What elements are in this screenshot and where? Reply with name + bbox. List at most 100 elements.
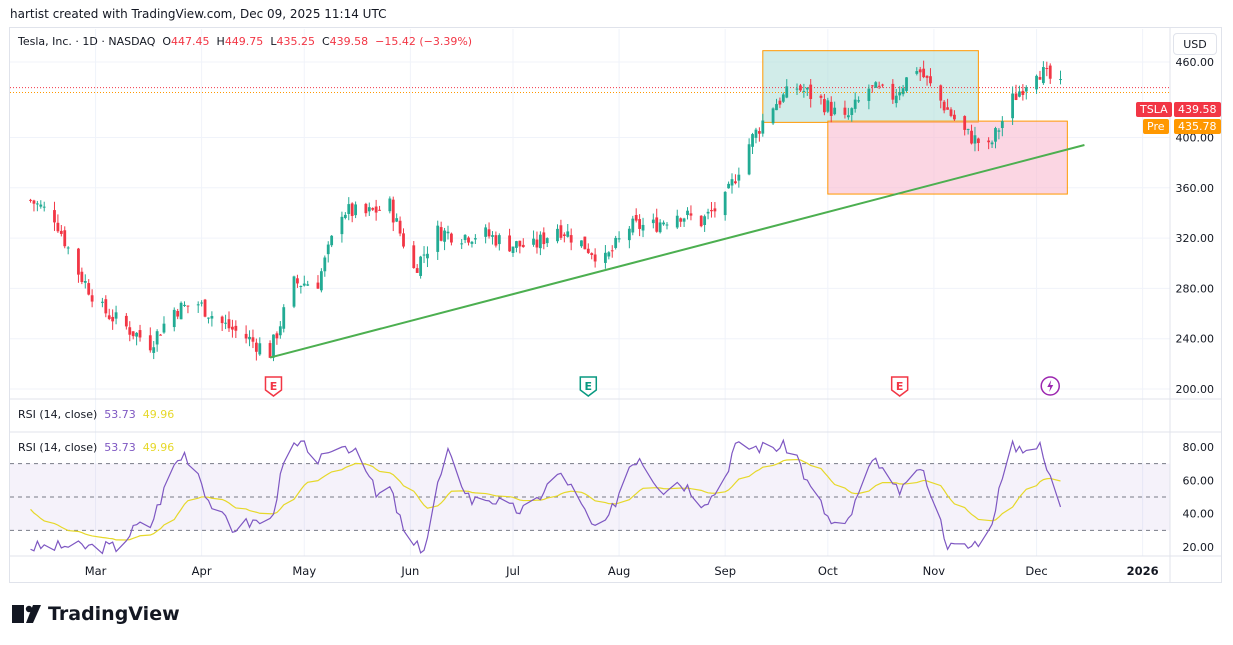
- candle-body: [826, 100, 830, 112]
- x-tick-label: Dec: [1025, 564, 1047, 578]
- candle-body: [446, 231, 450, 234]
- candle-body: [976, 138, 980, 144]
- candle-body: [470, 241, 474, 244]
- candle-body: [104, 299, 108, 314]
- candle-body: [853, 99, 857, 109]
- x-tick-label: Apr: [192, 564, 212, 578]
- candle-body: [970, 130, 973, 144]
- candle-body: [870, 85, 874, 87]
- candle-body: [778, 100, 782, 105]
- candle-body: [706, 211, 710, 214]
- candle-body: [898, 92, 902, 96]
- candle-body: [450, 233, 453, 243]
- last-price-tag: 439.58: [1174, 102, 1221, 117]
- premarket-label-tag: Pre: [1143, 119, 1169, 134]
- candle-body: [966, 128, 970, 130]
- candle-body: [730, 179, 734, 186]
- x-tick-label: Sep: [714, 564, 736, 578]
- candle-body: [614, 237, 618, 248]
- candle-body: [590, 253, 594, 255]
- candle-body: [710, 209, 713, 212]
- candle-body: [679, 218, 683, 222]
- candle-body: [234, 325, 238, 331]
- candle-body: [296, 278, 299, 284]
- candle-body: [491, 235, 494, 237]
- candle-body: [422, 254, 426, 256]
- candle-body: [723, 191, 727, 216]
- low-value: 435.25: [276, 35, 315, 48]
- tradingview-logo-icon: [12, 605, 41, 623]
- tradingview-logo[interactable]: TradingView: [12, 603, 180, 625]
- candle-body: [809, 84, 813, 100]
- candle-body: [272, 334, 275, 358]
- open-label: O: [162, 35, 172, 48]
- candle-body: [990, 142, 994, 145]
- candle-body: [542, 232, 546, 245]
- candle-body: [651, 219, 655, 224]
- currency-button[interactable]: USD: [1173, 33, 1217, 55]
- candle-body: [997, 130, 1001, 132]
- candle-body: [251, 337, 255, 342]
- candle-body: [771, 108, 775, 124]
- candle-body: [939, 85, 943, 101]
- candle-body: [497, 235, 501, 245]
- candle-body: [155, 331, 159, 345]
- candle-body: [747, 144, 751, 175]
- candle-body: [340, 216, 344, 235]
- candle-body: [942, 101, 946, 111]
- candle-body: [210, 316, 214, 319]
- candle-body: [802, 90, 806, 92]
- candle-body: [566, 231, 570, 237]
- created-by-header: hartist created with TradingView.com, De…: [10, 7, 387, 21]
- candle-body: [203, 299, 207, 317]
- candle-body: [987, 140, 991, 143]
- rsi-value-2: 53.73: [104, 441, 136, 454]
- candle-body: [1048, 65, 1052, 79]
- candle-body: [224, 322, 227, 324]
- candle-body: [32, 200, 36, 204]
- candle-body: [877, 85, 881, 87]
- rsi-legend: RSI (14, close) 53.73 49.96: [18, 441, 174, 454]
- rsi-tick-label: 60.00: [1183, 474, 1215, 487]
- candle-body: [953, 114, 956, 120]
- candle-body: [135, 332, 139, 337]
- candle-body: [111, 316, 115, 322]
- x-tick-label: Aug: [608, 564, 630, 578]
- candle-body: [107, 315, 111, 319]
- candle-body: [757, 131, 761, 134]
- candle-body: [662, 222, 665, 225]
- candle-body: [391, 199, 395, 223]
- candle-body: [1038, 77, 1042, 80]
- candle-body: [785, 86, 789, 98]
- candle-body: [254, 342, 258, 352]
- candle-body: [881, 84, 884, 86]
- candle-body: [822, 99, 826, 113]
- candle-body: [1000, 121, 1004, 129]
- candle-body: [538, 234, 542, 249]
- candle-body: [152, 347, 156, 353]
- candle-body: [183, 304, 186, 306]
- candle-body: [124, 315, 128, 327]
- candle-body: [302, 283, 306, 286]
- candle-body: [231, 326, 234, 330]
- x-tick-label: 2026: [1127, 564, 1159, 578]
- candle-body: [949, 109, 953, 116]
- candle-body: [90, 295, 94, 302]
- rsi-ma-value-2: 49.96: [142, 441, 175, 454]
- candle-body: [617, 238, 621, 240]
- candle-body: [775, 104, 778, 111]
- candle-body: [583, 236, 587, 250]
- x-tick-label: Mar: [85, 564, 107, 578]
- lightning-icon: [1047, 380, 1054, 392]
- candle-body: [641, 224, 645, 231]
- candle-body: [915, 71, 919, 74]
- candle-body: [631, 218, 635, 233]
- candle-body: [1021, 90, 1025, 95]
- candle-body: [330, 235, 334, 246]
- candle-body: [364, 203, 368, 214]
- chart-frame: [9, 27, 1222, 583]
- candle-body: [460, 243, 464, 245]
- candle-body: [843, 107, 847, 115]
- candle-body: [186, 305, 190, 307]
